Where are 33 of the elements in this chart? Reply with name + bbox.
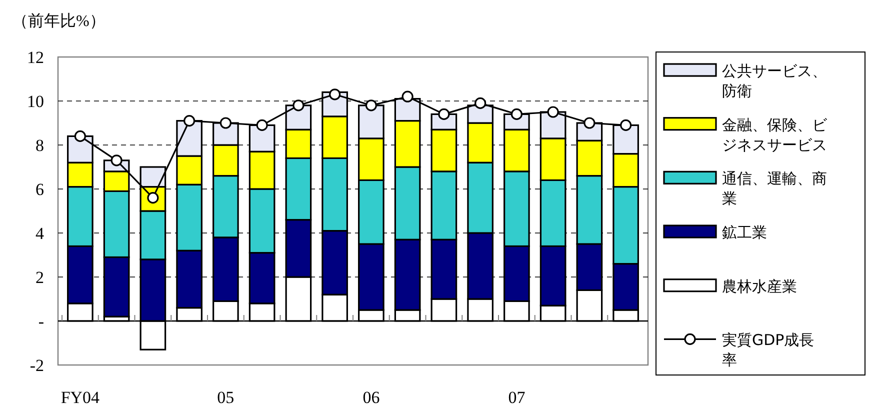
point <box>584 117 596 129</box>
point <box>510 108 522 120</box>
point <box>220 117 232 129</box>
x-tick-label: 05 <box>217 388 234 407</box>
y-tick-label: 2 <box>36 268 44 287</box>
legend-label: 金融、保険、ビジネスサービス <box>722 116 828 154</box>
legend-label: 通信、運輸、商業 <box>722 170 827 208</box>
x-tick-label: FY04 <box>60 388 100 407</box>
y-tick-label: -2 <box>30 356 44 375</box>
x-tick-label: 06 <box>362 388 380 407</box>
x-tick-label: 07 <box>508 388 526 407</box>
point <box>474 97 486 109</box>
y-tick-label: 6 <box>36 180 44 199</box>
point <box>402 90 414 102</box>
point <box>547 106 559 118</box>
y-axis-title: （前年比%） <box>12 12 106 30</box>
point <box>365 100 377 112</box>
y-tick-label: 12 <box>27 48 44 67</box>
y-tick-label: - <box>38 312 44 331</box>
y-tick-label: 8 <box>36 136 44 155</box>
y-tick-label: 4 <box>36 224 44 243</box>
point <box>292 100 304 112</box>
legend-label: 実質GDP成長率 <box>722 331 814 370</box>
legend-label: 農林水産業 <box>722 277 797 296</box>
legend-label: 公共サービス、防衛 <box>722 62 827 100</box>
point <box>438 108 450 120</box>
point <box>620 119 632 131</box>
point <box>329 88 341 100</box>
point <box>256 119 268 131</box>
point <box>184 115 196 127</box>
legend-label: 鉱工業 <box>722 224 767 242</box>
y-tick-label: 10 <box>27 92 44 111</box>
point <box>74 130 86 142</box>
